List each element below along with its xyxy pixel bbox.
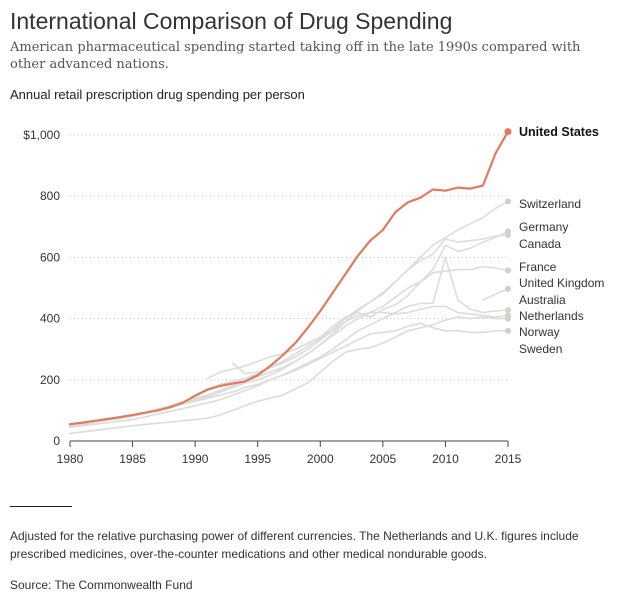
series-label-united-kingdom: United Kingdom: [519, 276, 604, 290]
page-subtitle: American pharmaceutical spending started…: [10, 40, 581, 72]
x-tick-label: 2015: [495, 452, 522, 466]
y-tick-label: 0: [53, 434, 60, 448]
series-line-united-kingdom: [482, 288, 509, 302]
y-tick-label: 200: [40, 373, 60, 387]
x-tick-label: 1995: [244, 452, 271, 466]
series-label-norway: Norway: [519, 325, 560, 339]
x-tick-label: 1980: [57, 452, 84, 466]
series-label-united-states: United States: [519, 125, 599, 139]
y-tick-label: 600: [40, 250, 60, 264]
x-tick-label: 2010: [432, 452, 459, 466]
series-end-dot-switzerland: [505, 198, 511, 205]
chart-title: Annual retail prescription drug spending…: [10, 87, 305, 102]
y-tick-label: 800: [40, 189, 60, 203]
series-end-dot-norway: [505, 327, 511, 334]
series-label-sweden: Sweden: [519, 342, 562, 356]
line-chart: 0 200 400 600 800 $1,000 1980 1985 1990 1995 2000 2…: [23, 125, 604, 466]
series-line-united-states: [68, 130, 510, 426]
y-tick-label: 400: [40, 312, 60, 326]
footnote-divider: [10, 506, 72, 507]
series-line-canada: [69, 234, 509, 429]
series-end-dot-sweden: [505, 315, 511, 322]
x-tick-label: 1990: [182, 452, 209, 466]
x-tick-label: 2005: [370, 452, 397, 466]
series-label-germany: Germany: [519, 220, 568, 234]
source-credit: Source: The Commonwealth Fund: [10, 578, 193, 592]
series-line-norway: [69, 322, 509, 427]
footnote: Adjusted for the relative purchasing pow…: [10, 529, 579, 561]
series-line-australia: [69, 256, 509, 429]
series-line-sweden: [69, 316, 509, 435]
series-label-netherlands: Netherlands: [519, 309, 584, 323]
series-label-switzerland: Switzerland: [519, 197, 581, 211]
series-end-dot-united-kingdom: [505, 285, 511, 292]
series-label-australia: Australia: [519, 293, 566, 307]
x-tick-label: 1985: [119, 452, 146, 466]
series-line-germany: [206, 230, 509, 380]
series-end-dot-united-states: [504, 128, 512, 136]
series-label-canada: Canada: [519, 237, 561, 251]
series-end-dot-canada: [505, 232, 511, 239]
series-end-dot-france: [505, 267, 511, 274]
y-tick-label: $1,000: [23, 128, 60, 142]
series-end-dot-australia: [505, 307, 511, 314]
series-line-netherlands: [231, 305, 509, 375]
page-title: International Comparison of Drug Spendin…: [10, 8, 453, 34]
series-line-france: [69, 265, 509, 427]
series-label-france: France: [519, 260, 557, 274]
x-tick-label: 2000: [307, 452, 334, 466]
